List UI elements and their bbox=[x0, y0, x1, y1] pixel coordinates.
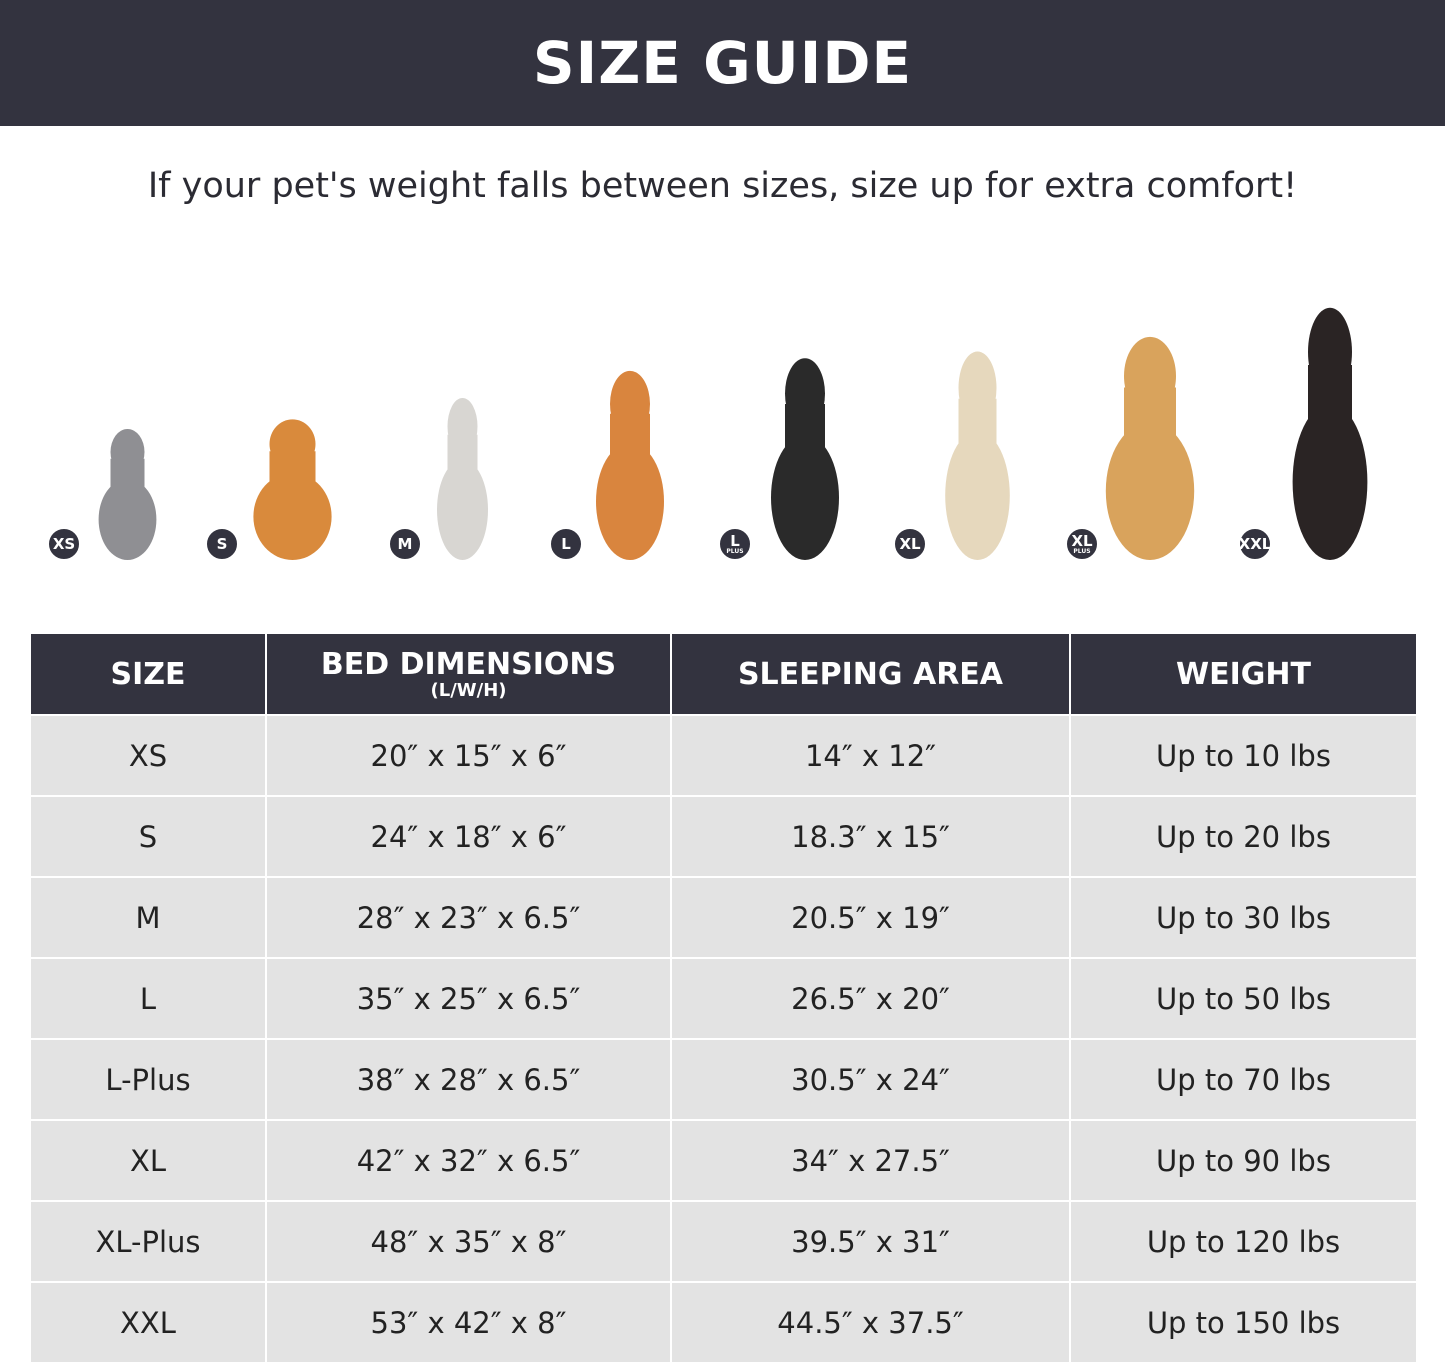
cell-bed-dimensions: 24″ x 18″ x 6″ bbox=[265, 795, 672, 878]
table-row: M 28″ x 23″ x 6.5″ 20.5″ x 19″ Up to 30 lbs bbox=[29, 876, 1418, 959]
cell-weight: Up to 10 lbs bbox=[1069, 714, 1418, 797]
pet-image-shiba-inu bbox=[580, 365, 680, 560]
size-badge: L PLUS bbox=[718, 527, 752, 561]
header-bed-dimensions-label: BED DIMENSIONS bbox=[320, 647, 617, 682]
size-badge: S bbox=[205, 527, 239, 561]
table-row: S 24″ x 18″ x 6″ 18.3″ x 15″ Up to 20 lbs bbox=[29, 795, 1418, 878]
table-row: XS 20″ x 15″ x 6″ 14″ x 12″ Up to 10 lbs bbox=[29, 714, 1418, 797]
size-badge: XL bbox=[893, 527, 927, 561]
table-row: XXL 53″ x 42″ x 8″ 44.5″ x 37.5″ Up to 150 … bbox=[29, 1281, 1418, 1364]
size-badge-sub: PLUS bbox=[726, 547, 744, 555]
size-badge-label: XL bbox=[899, 534, 921, 553]
pet-image-labrador bbox=[930, 345, 1025, 560]
pet-image-french-bulldog bbox=[425, 393, 500, 560]
cell-size: M bbox=[29, 876, 267, 959]
size-badge-label: L bbox=[561, 534, 571, 553]
cell-weight: Up to 50 lbs bbox=[1069, 957, 1418, 1040]
header-weight: WEIGHT bbox=[1069, 634, 1418, 716]
cell-bed-dimensions: 20″ x 15″ x 6″ bbox=[265, 714, 672, 797]
header-banner: SIZE GUIDE bbox=[0, 0, 1445, 126]
size-table: SIZE BED DIMENSIONS (L/W/H) SLEEPING AREA… bbox=[29, 634, 1418, 1364]
cell-size: L-Plus bbox=[29, 1038, 267, 1121]
cell-sleeping-area: 30.5″ x 24″ bbox=[670, 1038, 1071, 1121]
cell-bed-dimensions: 42″ x 32″ x 6.5″ bbox=[265, 1119, 672, 1202]
size-badge-label: S bbox=[216, 534, 228, 553]
pet-image-doberman bbox=[1275, 300, 1385, 560]
size-badge: XS bbox=[47, 527, 81, 561]
cell-sleeping-area: 26.5″ x 20″ bbox=[670, 957, 1071, 1040]
size-badge: XXL bbox=[1238, 527, 1272, 561]
header-bed-dimensions: BED DIMENSIONS (L/W/H) bbox=[265, 634, 672, 716]
pet-image-pomeranian bbox=[235, 415, 350, 560]
size-badge-label: XS bbox=[52, 534, 76, 553]
cell-size: XS bbox=[29, 714, 267, 797]
cell-weight: Up to 150 lbs bbox=[1069, 1281, 1418, 1364]
cell-weight: Up to 30 lbs bbox=[1069, 876, 1418, 959]
cell-sleeping-area: 39.5″ x 31″ bbox=[670, 1200, 1071, 1283]
cell-weight: Up to 120 lbs bbox=[1069, 1200, 1418, 1283]
pet-image-cat bbox=[85, 425, 170, 560]
cell-bed-dimensions: 48″ x 35″ x 8″ bbox=[265, 1200, 672, 1283]
cell-bed-dimensions: 53″ x 42″ x 8″ bbox=[265, 1281, 672, 1364]
cell-size: XL-Plus bbox=[29, 1200, 267, 1283]
cell-bed-dimensions: 35″ x 25″ x 6.5″ bbox=[265, 957, 672, 1040]
size-badge-label: XXL bbox=[1238, 534, 1272, 553]
cell-sleeping-area: 44.5″ x 37.5″ bbox=[670, 1281, 1071, 1364]
table-row: L 35″ x 25″ x 6.5″ 26.5″ x 20″ Up to 50 lbs bbox=[29, 957, 1418, 1040]
cell-bed-dimensions: 28″ x 23″ x 6.5″ bbox=[265, 876, 672, 959]
cell-sleeping-area: 14″ x 12″ bbox=[670, 714, 1071, 797]
pet-image-border-collie bbox=[755, 352, 855, 560]
header-sleeping-area: SLEEPING AREA bbox=[670, 634, 1071, 716]
cell-sleeping-area: 18.3″ x 15″ bbox=[670, 795, 1071, 878]
pet-image-golden-retriever bbox=[1085, 330, 1215, 560]
size-badge-label: L bbox=[730, 531, 740, 550]
header-size: SIZE bbox=[29, 634, 267, 716]
subtitle: If your pet's weight falls between sizes… bbox=[147, 166, 1298, 206]
table-row: XL 42″ x 32″ x 6.5″ 34″ x 27.5″ Up to 90 lb… bbox=[29, 1119, 1418, 1202]
table-row: XL-Plus 48″ x 35″ x 8″ 39.5″ x 31″ Up to 12… bbox=[29, 1200, 1418, 1283]
size-badge-sub: PLUS bbox=[1073, 547, 1091, 555]
cell-sleeping-area: 20.5″ x 19″ bbox=[670, 876, 1071, 959]
cell-weight: Up to 90 lbs bbox=[1069, 1119, 1418, 1202]
size-badge: M bbox=[388, 527, 422, 561]
cell-size: S bbox=[29, 795, 267, 878]
size-badge-label: M bbox=[397, 534, 413, 553]
cell-size: L bbox=[29, 957, 267, 1040]
header-bed-dimensions-unit: (L/W/H) bbox=[430, 680, 507, 701]
cell-sleeping-area: 34″ x 27.5″ bbox=[670, 1119, 1071, 1202]
size-badge: XL PLUS bbox=[1065, 527, 1099, 561]
size-badge-label: XL bbox=[1071, 531, 1093, 550]
cell-bed-dimensions: 38″ x 28″ x 6.5″ bbox=[265, 1038, 672, 1121]
table-header-row: SIZE BED DIMENSIONS (L/W/H) SLEEPING AREA… bbox=[29, 634, 1418, 716]
cell-size: XL bbox=[29, 1119, 267, 1202]
table-row: L-Plus 38″ x 28″ x 6.5″ 30.5″ x 24″ Up to 7… bbox=[29, 1038, 1418, 1121]
size-badge: L bbox=[549, 527, 583, 561]
cell-weight: Up to 20 lbs bbox=[1069, 795, 1418, 878]
page-title: SIZE GUIDE bbox=[532, 29, 913, 97]
cell-size: XXL bbox=[29, 1281, 267, 1364]
cell-weight: Up to 70 lbs bbox=[1069, 1038, 1418, 1121]
